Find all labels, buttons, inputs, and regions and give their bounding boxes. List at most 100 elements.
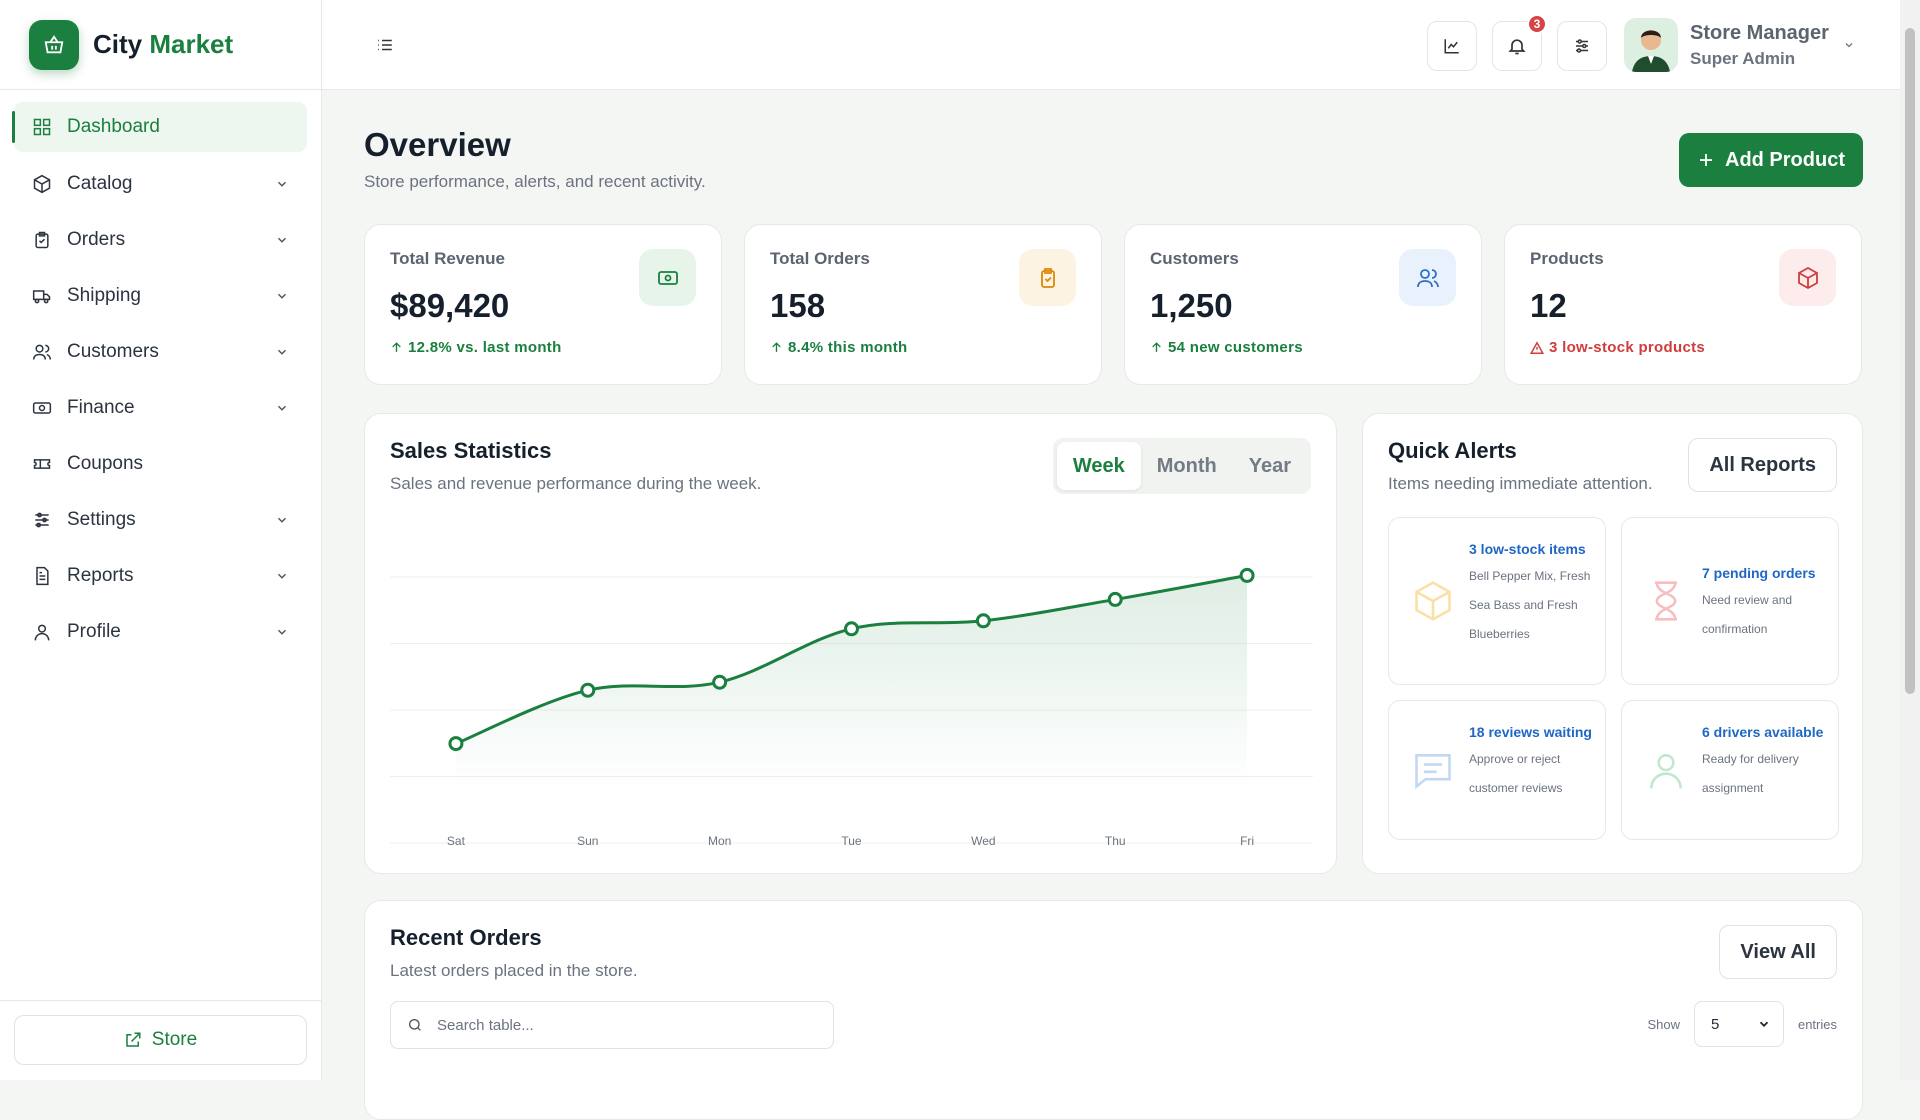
scrollbar[interactable]: [1900, 0, 1920, 1080]
nav-item[interactable]: Orders: [14, 212, 307, 268]
stat-note-text: 8.4% this month: [788, 339, 908, 356]
period-tab[interactable]: Month: [1156, 454, 1217, 477]
nav: Dashboard Catalog Orders Shipping Customers F…: [0, 90, 321, 660]
nav-item[interactable]: Coupons: [14, 436, 307, 492]
stat-value: 1,250: [1150, 287, 1233, 324]
stat-label: Total Orders: [770, 249, 870, 268]
x-tick-label: Wed: [971, 834, 995, 848]
alert-body: 7 pending orders Need review and confirma…: [1702, 562, 1828, 644]
point: [448, 736, 464, 752]
alert-title: 7 pending orders: [1702, 565, 1816, 581]
point: [844, 621, 859, 637]
add-product-button[interactable]: Add Product: [1679, 133, 1863, 187]
analytics-button[interactable]: [1427, 21, 1477, 71]
stat-icon: [1399, 249, 1456, 306]
brand-name: City Market: [93, 29, 233, 60]
nav-item[interactable]: Shipping: [14, 268, 307, 324]
stat-note: 3 low-stock products: [1530, 339, 1836, 356]
entries-label: entries: [1797, 1016, 1837, 1032]
stat-note-text: 12.8% vs. last month: [408, 339, 562, 356]
nav-label: Reports: [67, 565, 134, 586]
view-all-button[interactable]: View All: [1719, 925, 1837, 979]
search-box[interactable]: Search table...: [390, 1001, 834, 1049]
recent-orders-card: Recent Orders Latest orders placed in th…: [364, 900, 1863, 1120]
entries-select[interactable]: 5: [1693, 1001, 1784, 1047]
store-button[interactable]: Store: [14, 1015, 307, 1065]
stat-icon: [1019, 249, 1076, 306]
nav-label: Profile: [67, 621, 121, 642]
nav-label: Finance: [67, 397, 135, 418]
all-reports-button[interactable]: All Reports: [1688, 438, 1837, 492]
stat-card: Customers 1,250 54 new customers: [1124, 224, 1482, 385]
alerts-subtitle: Items needing immediate attention.: [1388, 474, 1653, 493]
period-tab[interactable]: Week: [1056, 442, 1141, 490]
overview-subtitle: Store performance, alerts, and recent ac…: [364, 172, 706, 191]
overview-title: Overview: [364, 126, 511, 163]
brand-first: City: [93, 29, 143, 59]
nav-item[interactable]: Reports: [14, 548, 307, 604]
x-tick-label: Mon: [708, 834, 731, 848]
stat-note: 12.8% vs. last month: [390, 339, 696, 356]
alert-item[interactable]: 3 low-stock items Bell Pepper Mix, Fresh …: [1388, 517, 1606, 685]
user-name: Store Manager: [1690, 21, 1829, 44]
alert-title: 6 drivers available: [1702, 724, 1824, 740]
sales-chart: Sat Sun Mon Tue Wed Thu Fri: [390, 567, 1313, 848]
period-tab[interactable]: Year: [1248, 454, 1291, 477]
stat-label: Customers: [1150, 249, 1239, 268]
stat-icon: [639, 249, 696, 306]
sales-title: Sales Statistics: [390, 438, 552, 463]
point: [975, 613, 991, 629]
point: [1239, 567, 1255, 583]
alert-text: Approve or reject customer reviews: [1469, 752, 1563, 795]
alert-title: 3 low-stock items: [1469, 541, 1586, 557]
menu-toggle[interactable]: [376, 36, 394, 54]
nav-item[interactable]: Dashboard: [12, 102, 307, 152]
stat-icon: [1779, 249, 1836, 306]
stat-card: Total Revenue $89,420 12.8% vs. last month: [364, 224, 722, 385]
scrollbar-thumb[interactable]: [1905, 28, 1915, 694]
nav-label: Settings: [67, 509, 136, 530]
area: [455, 575, 1248, 789]
stat-card: Total Orders 158 8.4% this month: [744, 224, 1102, 385]
show-label: Show: [1647, 1016, 1680, 1032]
store-label: Store: [151, 1029, 198, 1050]
x-tick-label: Sun: [577, 834, 598, 848]
avatar: [1624, 18, 1678, 72]
notifications-button[interactable]: 3: [1492, 14, 1547, 71]
search-placeholder: Search table...: [437, 1016, 534, 1034]
x-tick-label: Fri: [1240, 834, 1254, 848]
nav-label: Customers: [67, 341, 159, 362]
brand-second: Market: [149, 29, 234, 59]
brand[interactable]: City Market: [0, 0, 321, 90]
nav-item[interactable]: Customers: [14, 324, 307, 380]
nav-item[interactable]: Finance: [14, 380, 307, 436]
stat-value: $89,420: [390, 287, 510, 324]
stat-note-text: 3 low-stock products: [1549, 339, 1706, 356]
logo: [29, 19, 79, 70]
alert-item[interactable]: 18 reviews waiting Approve or reject cust…: [1388, 700, 1606, 840]
alert-item[interactable]: 7 pending orders Need review and confirma…: [1621, 517, 1839, 685]
alert-item[interactable]: 6 drivers available Ready for delivery as…: [1621, 700, 1839, 840]
sales-card: Sales Statistics Sales and revenue perfo…: [364, 413, 1337, 874]
alert-body: 18 reviews waiting Approve or reject cust…: [1469, 721, 1595, 803]
alert-text: Ready for delivery assignment: [1702, 752, 1799, 795]
stat-value: 158: [770, 287, 826, 324]
stat-label: Products: [1530, 249, 1604, 268]
entries-control: Show 5 entries: [1647, 1001, 1837, 1047]
nav-item[interactable]: Profile: [14, 604, 307, 660]
alert-body: 3 low-stock items Bell Pepper Mix, Fresh …: [1469, 538, 1595, 649]
nav-item[interactable]: Catalog: [14, 156, 307, 212]
nav-label: Dashboard: [67, 116, 160, 137]
stat-note-text: 54 new customers: [1168, 339, 1303, 356]
user-menu[interactable]: Store Manager Super Admin: [1624, 18, 1855, 72]
nav-item[interactable]: Settings: [14, 492, 307, 548]
entries-value: 5: [1710, 1015, 1720, 1033]
alert-body: 6 drivers available Ready for delivery as…: [1702, 721, 1828, 803]
add-product-label: Add Product: [1725, 148, 1845, 171]
recent-orders-subtitle: Latest orders placed in the store.: [390, 961, 638, 980]
nav-label: Orders: [67, 229, 126, 250]
alert-text: Need review and confirmation: [1702, 593, 1793, 636]
settings-button[interactable]: [1557, 21, 1607, 71]
alert-title: 18 reviews waiting: [1469, 724, 1592, 740]
